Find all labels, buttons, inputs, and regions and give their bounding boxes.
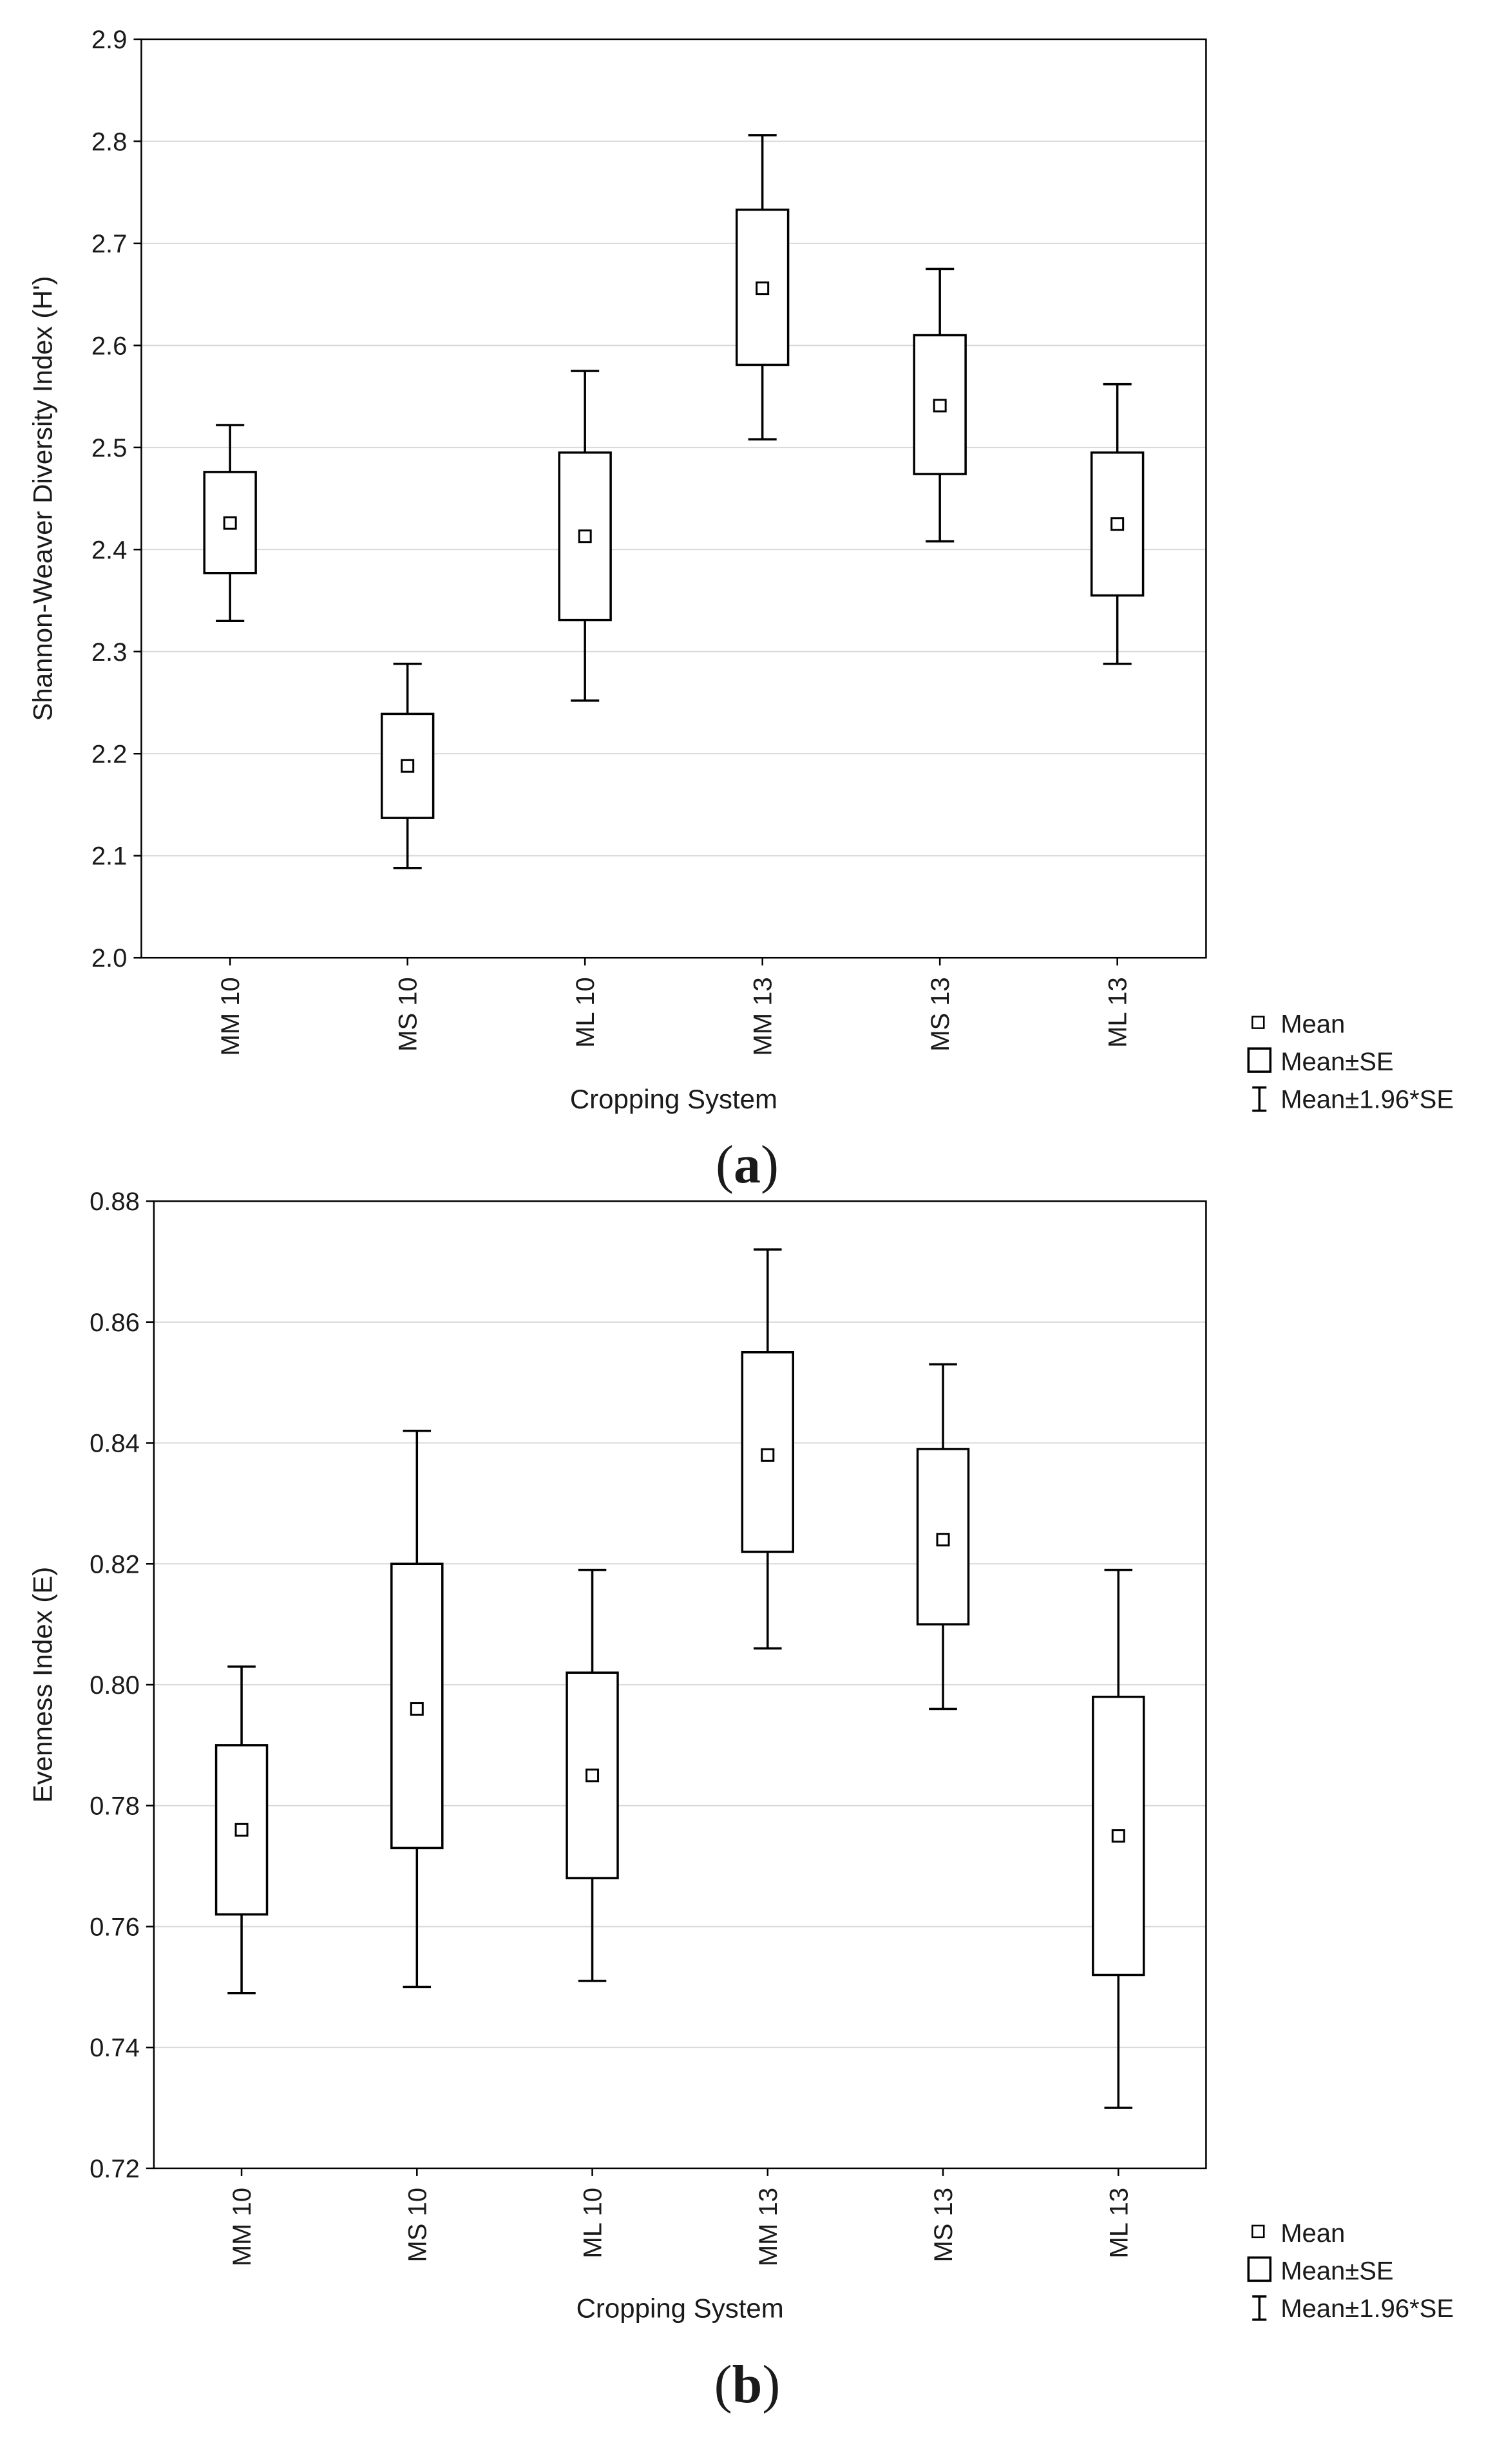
y-tick-label: 2.0 <box>91 944 128 972</box>
plot-frame <box>140 38 1207 959</box>
y-tick-label: 2.7 <box>91 230 128 258</box>
legend-label: Mean±1.96*SE <box>1281 1086 1454 1114</box>
box-ml-10 <box>566 1568 619 1982</box>
x-tick-label: ML 10 <box>579 2188 607 2259</box>
mean-marker <box>223 516 237 530</box>
y-tick-label: 2.3 <box>91 638 128 667</box>
y-tick-label: 0.88 <box>90 1188 140 1216</box>
mean-marker <box>933 399 947 413</box>
box-ml-13 <box>1092 1568 1145 2109</box>
y-axis-title: Shannon-Weaver Diversity Index (H') <box>27 276 57 721</box>
x-tick-label: MM 10 <box>228 2188 256 2266</box>
y-tick-label: 2.9 <box>91 26 128 54</box>
y-tick-label: 2.2 <box>91 740 128 768</box>
mean-marker <box>234 1823 249 1837</box>
legend: Mean Mean±SE Mean±1.96*SE <box>1247 1010 1454 1114</box>
y-tick-label: 0.84 <box>90 1430 140 1458</box>
x-tick-label: ML 13 <box>1105 2188 1133 2259</box>
box-mm-10 <box>214 1665 269 1995</box>
legend-label: Mean±1.96*SE <box>1281 2295 1454 2323</box>
x-axis-title: Cropping System <box>570 1084 777 1114</box>
legend: Mean Mean±SE Mean±1.96*SE <box>1247 2219 1454 2323</box>
box-mm-13 <box>735 134 790 441</box>
mean-marker <box>1111 1829 1125 1843</box>
y-tick-label: 0.86 <box>90 1309 140 1337</box>
y-tick-label: 0.80 <box>90 1671 140 1700</box>
x-tick-label: MS 10 <box>394 977 423 1052</box>
x-tick-label: MM 13 <box>749 977 777 1056</box>
legend-label: Mean <box>1281 2219 1345 2248</box>
legend-label: Mean <box>1281 1010 1345 1039</box>
legend-se-symbol <box>1247 2256 1271 2282</box>
chart-panel-b: 0.72 0.74 0.76 0.78 0.80 0.82 0.84 0.86 0.88 MM 1… <box>27 1188 1454 2414</box>
y-tick-label: 2.8 <box>91 128 128 156</box>
mean-marker <box>401 759 415 773</box>
mean-marker <box>761 1448 775 1462</box>
mean-marker <box>586 1768 600 1783</box>
mean-marker <box>936 1533 950 1547</box>
box-ms-13 <box>913 267 967 543</box>
y-tick-label: 2.5 <box>91 434 128 462</box>
legend-label: Mean±SE <box>1281 2257 1393 2285</box>
panel-label: (a) <box>716 1135 779 1195</box>
legend-label: Mean±SE <box>1281 1048 1393 1076</box>
panel-label: (b) <box>714 2355 781 2414</box>
y-tick-label: 0.78 <box>90 1792 140 1821</box>
x-tick-label: MS 13 <box>929 2188 958 2262</box>
legend-se-symbol <box>1247 1047 1271 1073</box>
chart-panel-a: 2.0 2.1 2.2 2.3 2.4 2.5 2.6 2.7 2.8 2.9 MM 10 MS 10… <box>27 26 1454 1195</box>
x-axis-title: Cropping System <box>576 2293 784 2324</box>
box-ms-10 <box>380 663 435 869</box>
legend-mean-symbol <box>1251 2224 1265 2239</box>
y-tick-label: 0.74 <box>90 2034 140 2062</box>
mean-marker <box>756 281 770 296</box>
mean-marker <box>410 1702 424 1716</box>
y-axis-title: Evenness Index (E) <box>27 1567 57 1803</box>
plot-frame <box>153 1200 1207 2170</box>
y-tick-label: 2.1 <box>91 842 128 871</box>
box-ml-13 <box>1090 383 1145 665</box>
y-tick-label: 0.72 <box>90 2155 140 2183</box>
box-mm-13 <box>741 1248 795 1650</box>
x-tick-label: MS 13 <box>926 977 955 1052</box>
x-tick-label: ML 13 <box>1104 977 1132 1048</box>
y-tick-label: 2.6 <box>91 332 128 360</box>
box-ms-13 <box>916 1363 970 1711</box>
y-tick-label: 0.82 <box>90 1550 140 1578</box>
x-tick-label: MS 10 <box>403 2188 432 2262</box>
x-tick-label: ML 10 <box>571 977 600 1048</box>
mean-marker <box>578 529 592 544</box>
y-tick-label: 0.76 <box>90 1913 140 1941</box>
mean-marker <box>1110 517 1125 531</box>
legend-mean-symbol <box>1251 1016 1265 1029</box>
x-tick-label: MM 13 <box>754 2188 783 2266</box>
box-ml-10 <box>558 370 612 702</box>
y-tick-label: 2.4 <box>91 536 128 564</box>
x-tick-label: MM 10 <box>216 977 245 1056</box>
box-ms-10 <box>390 1430 444 1989</box>
box-mm-10 <box>203 424 257 622</box>
